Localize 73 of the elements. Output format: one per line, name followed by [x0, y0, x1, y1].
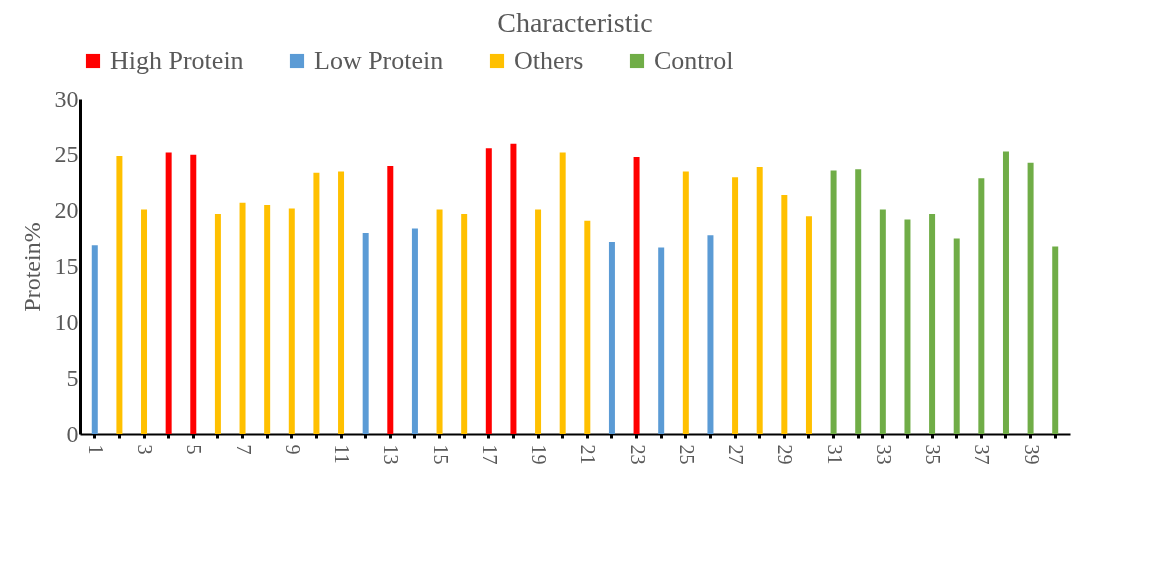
bar	[633, 157, 640, 434]
bar	[830, 170, 837, 434]
x-tick-label: 27	[725, 444, 748, 465]
x-tick-label: 3	[134, 444, 157, 455]
bar	[978, 178, 985, 434]
bar	[732, 177, 739, 434]
bar	[1052, 246, 1059, 434]
x-tick-label: 7	[232, 444, 255, 455]
bar	[264, 205, 271, 434]
bar	[805, 216, 812, 434]
x-tick-label: 37	[971, 444, 994, 465]
x-tick-label: 1	[84, 444, 107, 455]
bar	[756, 167, 763, 434]
bar	[1027, 162, 1034, 434]
x-tick-label: 25	[675, 444, 698, 465]
bar	[879, 209, 886, 434]
x-tick-label: 39	[1020, 444, 1043, 465]
x-tick-label: 17	[478, 444, 501, 465]
bar	[239, 202, 246, 434]
bar	[116, 155, 123, 434]
bar	[165, 152, 172, 434]
bar	[313, 172, 320, 434]
x-tick-label: 15	[429, 444, 452, 465]
bar	[510, 143, 517, 434]
x-tick-label: 19	[528, 444, 551, 465]
bar	[584, 220, 591, 434]
legend-label: Control	[654, 46, 734, 75]
bar	[91, 245, 98, 434]
bar	[436, 209, 443, 434]
y-axis-title: Protein%	[18, 222, 45, 312]
bar	[362, 233, 369, 434]
y-tick-label: 5	[66, 364, 79, 391]
x-tick-label: 33	[872, 444, 895, 465]
bar	[338, 171, 345, 434]
legend-label: High Protein	[110, 46, 244, 75]
x-tick-label: 13	[380, 444, 403, 465]
y-tick-label: 25	[54, 141, 79, 168]
bar	[682, 171, 689, 434]
bar	[141, 209, 148, 434]
x-tick-label: 31	[823, 444, 846, 465]
y-tick-label: 20	[54, 197, 79, 224]
legend-label: Others	[514, 46, 584, 75]
bar	[535, 209, 542, 434]
bar	[707, 235, 714, 434]
bar	[781, 195, 788, 434]
bar	[953, 238, 960, 434]
bar	[387, 166, 394, 434]
y-tick-label: 0	[66, 420, 79, 447]
bar	[190, 154, 197, 434]
bar	[608, 241, 615, 434]
x-tick-label: 21	[577, 444, 600, 465]
x-tick-label: 35	[922, 444, 945, 465]
y-tick-label: 15	[54, 253, 79, 279]
bar	[929, 214, 936, 434]
bar	[288, 208, 295, 434]
bar	[559, 152, 566, 434]
x-tick-label: 9	[281, 444, 304, 455]
x-tick-label: 23	[626, 444, 649, 465]
bar	[411, 228, 418, 434]
y-tick-label: 30	[54, 85, 79, 112]
bar	[855, 169, 862, 434]
bar	[214, 214, 221, 434]
x-tick-label: 11	[331, 444, 354, 464]
bar	[1002, 151, 1009, 434]
bar	[904, 219, 911, 434]
legend-label: Low Protein	[314, 46, 444, 75]
bar	[461, 214, 468, 434]
x-tick-label: 29	[774, 444, 797, 465]
x-tick-label: 5	[183, 444, 206, 455]
y-tick-label: 10	[54, 308, 79, 335]
bar	[658, 247, 665, 434]
bar	[485, 148, 492, 434]
chart-title: Characteristic	[497, 7, 653, 38]
